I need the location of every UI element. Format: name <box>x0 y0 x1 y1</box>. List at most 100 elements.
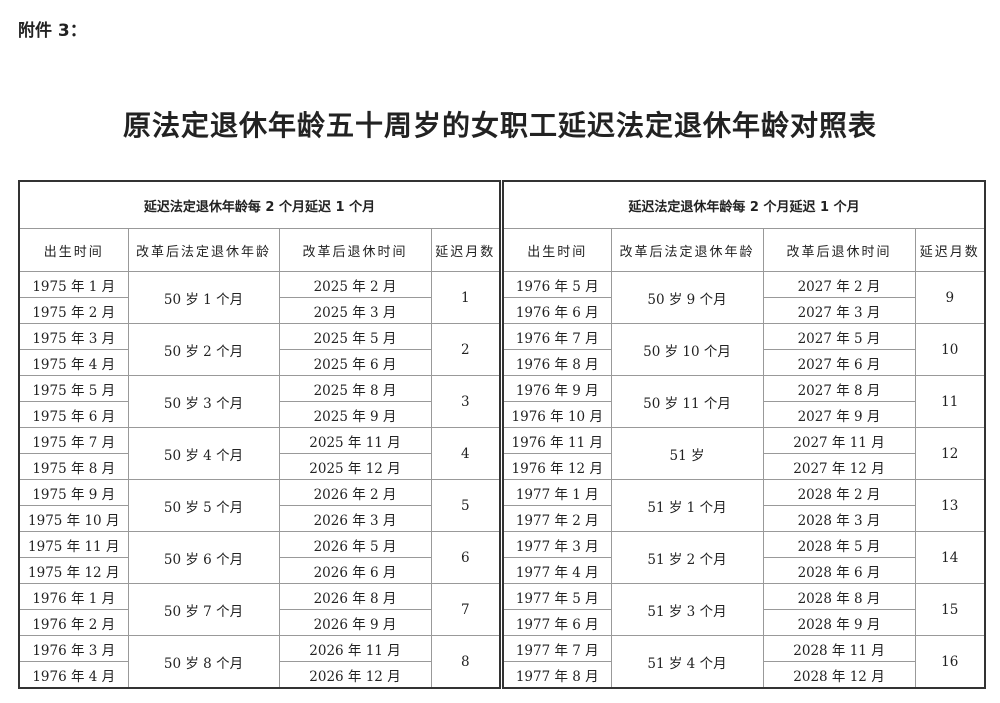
retire-time-cell: 2026 年 8 月 <box>278 583 432 610</box>
birth-cell: 1975 年 10 月 <box>18 505 129 532</box>
attachment-label: 附件 3： <box>18 21 87 41</box>
retire-time-cell: 2026 年 2 月 <box>278 479 432 506</box>
delay-months-cell: 14 <box>914 531 986 584</box>
birth-cell: 1976 年 4 月 <box>18 661 129 689</box>
birth-cell: 1977 年 4 月 <box>502 557 612 584</box>
table-row: 1977 年 5 月 51 岁 3 个月 2028 年 8 月 15 <box>502 583 986 636</box>
table-row: 1977 年 1 月 51 岁 1 个月 2028 年 2 月 13 <box>502 479 986 532</box>
delay-months-cell: 4 <box>430 427 501 480</box>
birth-cell: 1976 年 9 月 <box>502 375 612 402</box>
delay-months-cell: 13 <box>914 479 986 532</box>
retire-time-cell: 2025 年 11 月 <box>278 427 432 454</box>
table-row: 1977 年 8 月 2028 年 12 月 <box>502 661 985 689</box>
birth-cell: 1975 年 4 月 <box>18 349 129 376</box>
birth-cell: 1976 年 12 月 <box>502 453 612 480</box>
retire-time-cell: 2027 年 11 月 <box>762 427 916 454</box>
birth-cell: 1976 年 10 月 <box>502 401 612 428</box>
table-row: 1977 年 7 月 51 岁 4 个月 2028 年 11 月 16 <box>502 635 986 689</box>
table-row: 1976 年 11 月 51 岁 2027 年 11 月 12 <box>502 427 986 480</box>
delay-months-cell: 6 <box>430 531 501 584</box>
birth-cell: 1977 年 6 月 <box>502 609 612 636</box>
birth-cell: 1975 年 11 月 <box>18 531 129 558</box>
table-row: 1975 年 4 月 2025 年 6 月 <box>18 349 500 376</box>
table-row: 1976 年 4 月 2026 年 12 月 <box>18 661 500 689</box>
birth-cell: 1977 年 5 月 <box>502 583 612 610</box>
retire-time-cell: 2027 年 3 月 <box>762 297 916 324</box>
retire-time-cell: 2026 年 3 月 <box>278 505 432 532</box>
table-row: 1976 年 9 月 50 岁 11 个月 2027 年 8 月 11 <box>502 375 986 428</box>
delay-months-cell: 10 <box>914 323 986 376</box>
birth-cell: 1975 年 2 月 <box>18 297 129 324</box>
column-header: 改革后法定退休年龄 <box>610 228 764 272</box>
birth-cell: 1977 年 2 月 <box>502 505 612 532</box>
retire-time-cell: 2025 年 6 月 <box>278 349 432 376</box>
retire-time-cell: 2027 年 2 月 <box>762 271 916 298</box>
column-header: 延迟月数 <box>914 228 986 272</box>
table-row: 1975 年 6 月 2025 年 9 月 <box>18 401 500 428</box>
retire-age-cell: 51 岁 <box>610 427 764 480</box>
retire-time-cell: 2025 年 8 月 <box>278 375 432 402</box>
retire-time-cell: 2026 年 9 月 <box>278 609 432 636</box>
delay-months-cell: 9 <box>914 271 986 324</box>
retire-time-cell: 2025 年 12 月 <box>278 453 432 480</box>
table-row: 1977 年 3 月 51 岁 2 个月 2028 年 5 月 14 <box>502 531 986 584</box>
retire-age-cell: 50 岁 10 个月 <box>610 323 764 376</box>
birth-cell: 1976 年 7 月 <box>502 323 612 350</box>
retire-age-cell: 50 岁 1 个月 <box>127 271 280 324</box>
retire-age-cell: 50 岁 4 个月 <box>127 427 280 480</box>
comparison-table-left: 延迟法定退休年龄每 2 个月延迟 1 个月 出生时间 改革后法定退休年龄 改革后退休时… <box>18 180 502 689</box>
birth-cell: 1977 年 7 月 <box>502 635 612 662</box>
table-caption: 延迟法定退休年龄每 2 个月延迟 1 个月 <box>18 180 501 229</box>
birth-cell: 1975 年 3 月 <box>18 323 129 350</box>
retire-time-cell: 2027 年 5 月 <box>762 323 916 350</box>
retire-time-cell: 2025 年 3 月 <box>278 297 432 324</box>
retire-time-cell: 2028 年 8 月 <box>762 583 916 610</box>
retire-time-cell: 2027 年 9 月 <box>762 401 916 428</box>
column-header: 改革后退休时间 <box>762 228 916 272</box>
delay-months-cell: 7 <box>430 583 501 636</box>
table-row: 1977 年 4 月 2028 年 6 月 <box>502 557 985 584</box>
birth-cell: 1975 年 9 月 <box>18 479 129 506</box>
birth-cell: 1977 年 8 月 <box>502 661 612 689</box>
birth-cell: 1976 年 5 月 <box>502 271 612 298</box>
retire-age-cell: 50 岁 8 个月 <box>127 635 280 689</box>
retire-age-cell: 50 岁 3 个月 <box>127 375 280 428</box>
birth-cell: 1975 年 5 月 <box>18 375 129 402</box>
delay-months-cell: 5 <box>430 479 501 532</box>
retire-time-cell: 2025 年 2 月 <box>278 271 432 298</box>
table-row: 1975 年 10 月 2026 年 3 月 <box>18 505 500 532</box>
delay-months-cell: 1 <box>430 271 501 324</box>
delay-months-cell: 11 <box>914 375 986 428</box>
column-header: 出生时间 <box>18 228 129 272</box>
birth-cell: 1976 年 8 月 <box>502 349 612 376</box>
delay-months-cell: 8 <box>430 635 501 689</box>
table-row: 1975 年 12 月 2026 年 6 月 <box>18 557 500 584</box>
retire-age-cell: 50 岁 9 个月 <box>610 271 764 324</box>
column-header: 延迟月数 <box>430 228 501 272</box>
delay-months-cell: 15 <box>914 583 986 636</box>
delay-months-cell: 16 <box>914 635 986 689</box>
retire-time-cell: 2027 年 8 月 <box>762 375 916 402</box>
table-row: 1975 年 2 月 2025 年 3 月 <box>18 297 500 324</box>
birth-cell: 1976 年 3 月 <box>18 635 129 662</box>
retire-age-cell: 51 岁 1 个月 <box>610 479 764 532</box>
retire-age-cell: 50 岁 11 个月 <box>610 375 764 428</box>
table-row: 1976 年 8 月 2027 年 6 月 <box>502 349 985 376</box>
retire-time-cell: 2026 年 12 月 <box>278 661 432 689</box>
retire-time-cell: 2028 年 9 月 <box>762 609 916 636</box>
birth-cell: 1975 年 12 月 <box>18 557 129 584</box>
birth-cell: 1975 年 7 月 <box>18 427 129 454</box>
column-header: 出生时间 <box>502 228 612 272</box>
retire-time-cell: 2025 年 9 月 <box>278 401 432 428</box>
comparison-table-right: 延迟法定退休年龄每 2 个月延迟 1 个月 出生时间 改革后法定退休年龄 改革后退休时… <box>502 180 987 689</box>
retire-age-cell: 50 岁 5 个月 <box>127 479 280 532</box>
retire-age-cell: 51 岁 2 个月 <box>610 531 764 584</box>
retire-age-cell: 51 岁 3 个月 <box>610 583 764 636</box>
birth-cell: 1976 年 11 月 <box>502 427 612 454</box>
